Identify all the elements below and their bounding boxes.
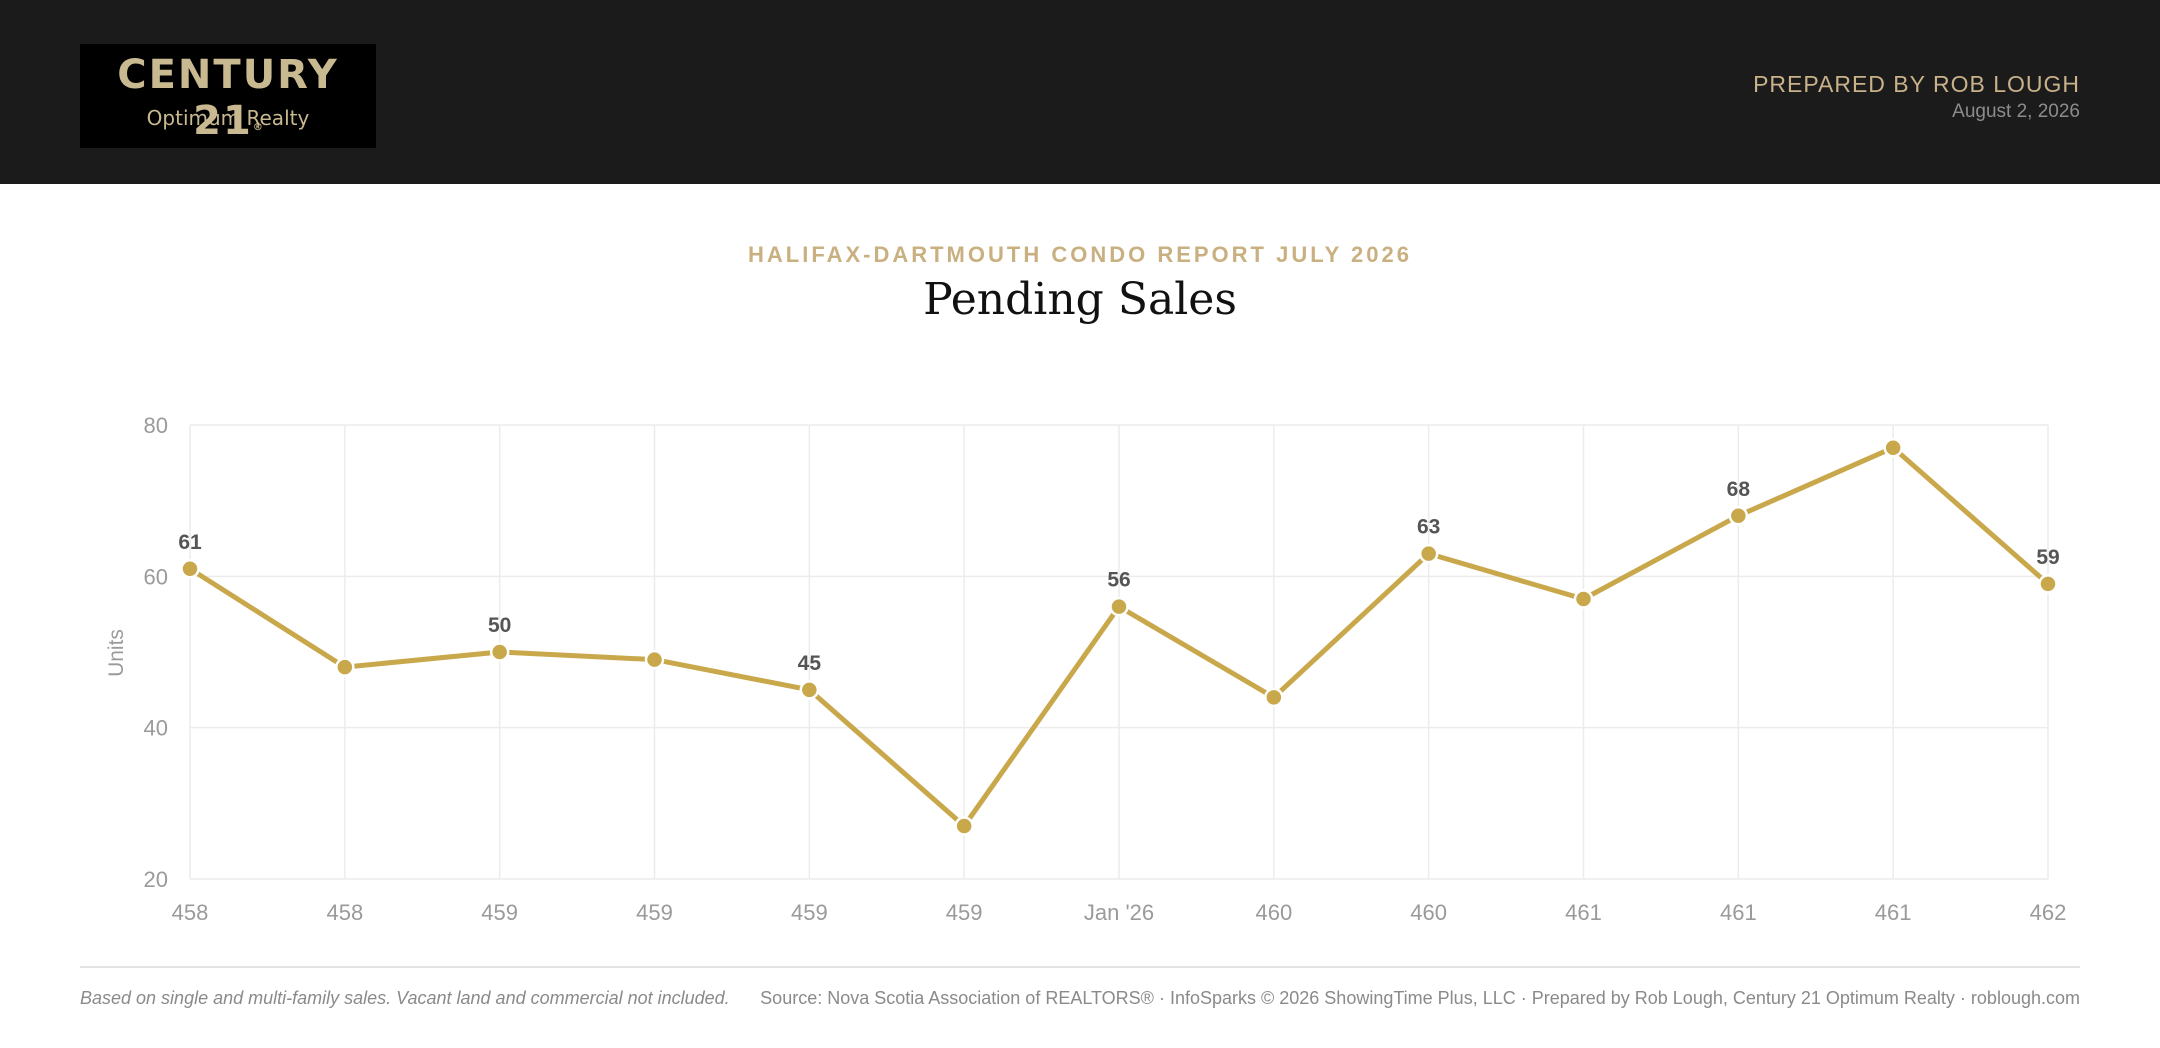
x-tick-label: 461 <box>1565 900 1602 925</box>
y-tick-label: 20 <box>144 867 168 892</box>
data-point <box>1728 506 1749 526</box>
x-tick-label: 459 <box>481 900 518 925</box>
data-point <box>799 680 820 700</box>
x-tick-label: 459 <box>791 900 828 925</box>
data-point <box>954 816 974 836</box>
data-point <box>1883 437 1903 458</box>
x-tick-label: 461 <box>1720 900 1757 925</box>
data-point <box>489 642 510 662</box>
data-point <box>1573 589 1594 609</box>
data-point <box>1109 596 1129 617</box>
y-tick-label: 80 <box>144 413 168 438</box>
report-header: CENTURY 21® Optimum Realty PREPARED BY R… <box>0 0 2160 184</box>
y-tick-label: 40 <box>144 716 168 741</box>
x-tick-label: 461 <box>1875 900 1912 925</box>
data-point <box>1418 543 1439 564</box>
x-tick-label: 460 <box>1410 900 1447 925</box>
y-axis-label: Units <box>105 629 128 677</box>
data-point <box>1264 687 1284 708</box>
footer-note: Based on single and multi-family sales. … <box>80 988 730 1008</box>
x-tick-label: 460 <box>1255 900 1292 925</box>
footer-source: Source: Nova Scotia Association of REALT… <box>760 988 2080 1008</box>
prepared-by: PREPARED BY ROB LOUGH <box>1753 71 2080 97</box>
x-tick-label: 459 <box>636 900 673 925</box>
x-tick-label: Jan '26 <box>1084 900 1154 925</box>
x-tick-label: 458 <box>326 900 363 925</box>
x-tick-label: 458 <box>172 900 209 925</box>
data-label: 45 <box>798 652 822 675</box>
chart-title: Pending Sales <box>923 274 1237 325</box>
data-label: 50 <box>488 614 511 637</box>
data-label: 68 <box>1727 478 1751 501</box>
data-point <box>335 657 355 677</box>
century21-logo: CENTURY 21® Optimum Realty <box>80 44 376 148</box>
data-label: 59 <box>2036 546 2059 569</box>
report-date: August 2, 2026 <box>1952 101 2080 122</box>
report-title: HALIFAX-DARTMOUTH CONDO REPORT JULY 2026 <box>748 242 1412 267</box>
data-point <box>2038 574 2058 594</box>
footer-divider <box>80 966 2080 968</box>
data-label: 61 <box>178 531 202 554</box>
y-tick-label: 60 <box>144 564 168 589</box>
data-point <box>180 559 200 579</box>
data-label: 56 <box>1107 569 1130 592</box>
logo-wordmark: CENTURY 21® <box>117 52 339 144</box>
data-point <box>644 649 665 670</box>
logo-subtitle: Optimum Realty <box>146 106 310 130</box>
data-label: 63 <box>1417 516 1440 539</box>
x-tick-label: 459 <box>946 900 983 925</box>
x-tick-label: 462 <box>2030 900 2067 925</box>
